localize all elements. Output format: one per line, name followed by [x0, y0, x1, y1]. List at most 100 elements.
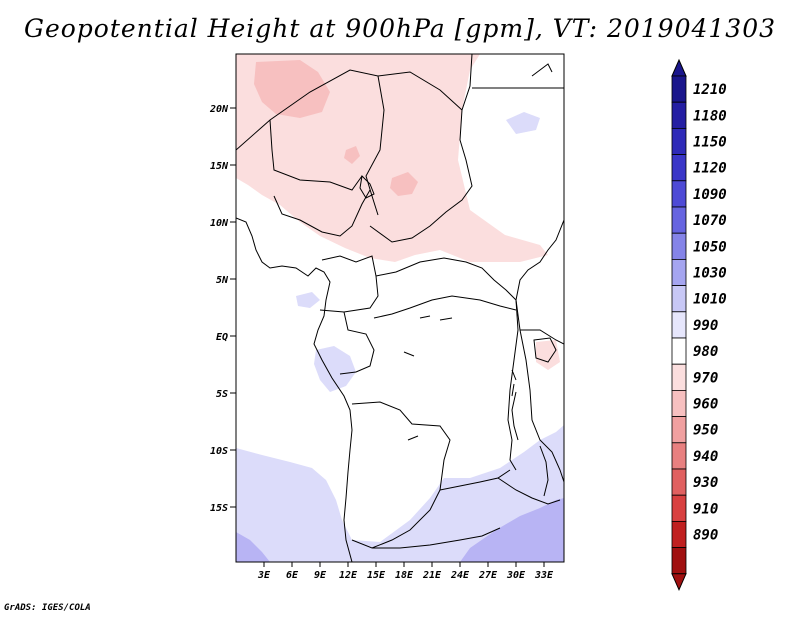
border-chad-car	[369, 54, 473, 243]
colorbar-segment	[671, 521, 687, 549]
lat-tick-label: 15S	[210, 503, 228, 514]
colorbar-label: 980	[693, 344, 718, 360]
lat-tick: 15S	[210, 503, 236, 514]
pink-blob-nw	[254, 60, 330, 118]
border-drc	[373, 295, 517, 319]
lon-tick: 21E	[422, 562, 442, 581]
lat-tick-label: 10N	[210, 218, 229, 229]
border-zambia	[351, 489, 441, 549]
colorbar-label: 890	[693, 528, 718, 544]
blue-region-se	[460, 498, 564, 562]
blue-patch-coast	[314, 346, 356, 392]
river-congo-marks	[403, 315, 453, 441]
lon-tick: 6E	[286, 562, 299, 581]
map-title: Geopotential Height at 900hPa [gpm], VT:…	[23, 14, 777, 43]
shaded-fields	[236, 54, 564, 562]
lake-chad	[359, 174, 375, 199]
colorbar-label: 1180	[693, 108, 727, 124]
lat-tick: 20N	[209, 104, 236, 115]
lon-tick: 3E	[257, 562, 271, 581]
lat-tick: EQ	[216, 332, 236, 343]
colorbar-segment	[671, 468, 687, 496]
colorbar-label: 960	[693, 397, 718, 413]
latitude-axis: 20N 15N 10N 5N EQ 5S 10S 15S	[209, 104, 236, 514]
border-angola	[351, 401, 511, 491]
colorbar-segment	[671, 154, 687, 182]
coastline-west-africa	[236, 217, 353, 562]
colorbar-label: 930	[693, 475, 718, 491]
border-south	[372, 527, 501, 549]
colorbar-segment	[671, 180, 687, 208]
colorbar-segment	[671, 389, 687, 417]
border-sahel	[236, 69, 463, 151]
lat-tick-label: 15N	[210, 161, 229, 172]
lon-tick-label: 18E	[395, 570, 414, 581]
red-sea-coast	[531, 63, 553, 77]
border-nigeria	[273, 189, 371, 237]
lake-malawi	[539, 445, 549, 497]
lon-tick-label: 30E	[506, 570, 526, 581]
border-niger-chad	[365, 75, 385, 216]
credit-text: GrADS: IGES/COLA	[4, 603, 91, 613]
map-frame	[235, 53, 565, 563]
borders	[236, 54, 564, 562]
blue-region-south	[236, 425, 564, 562]
colorbar-segment	[671, 311, 687, 339]
colorbar-over-triangle	[671, 58, 687, 77]
colorbar-segment	[671, 494, 687, 522]
lon-tick: 15E	[367, 562, 386, 581]
colorbar-segment	[671, 75, 687, 103]
longitude-axis: 3E 6E 9E 12E 15E 18E 21E 24E 27E 30E 33E	[257, 562, 554, 581]
pink-blob-small	[344, 146, 360, 164]
pink-blob-center	[390, 172, 418, 196]
lon-tick-label: 6E	[286, 570, 299, 581]
colorbar-label: 940	[693, 449, 718, 465]
colorbar-label: 1120	[693, 161, 727, 177]
border-lakes	[507, 299, 519, 471]
lon-tick: 27E	[478, 562, 498, 581]
colorbar-segment	[671, 337, 687, 365]
lon-tick-label: 12E	[339, 570, 358, 581]
lon-tick: 24E	[450, 562, 470, 581]
colorbar-label: 1070	[693, 213, 727, 229]
colorbar-label: 910	[693, 501, 718, 517]
lon-tick-label: 15E	[367, 570, 386, 581]
colorbar-segment	[671, 127, 687, 155]
colorbar-segment	[671, 547, 687, 575]
lake-kivu	[511, 369, 517, 397]
lon-tick: 18E	[395, 562, 414, 581]
lon-tick: 30E	[506, 562, 526, 581]
blue-patch-ne	[506, 112, 540, 134]
colorbar-label: 990	[693, 318, 718, 334]
lat-tick-label: EQ	[216, 332, 228, 343]
lat-tick: 10S	[210, 446, 236, 457]
colorbar-legend: 1210 1180 1150 1120 1090 1070 1050 1030 1010 990 9…	[671, 58, 727, 592]
lon-tick: 12E	[339, 562, 358, 581]
lon-tick-label: 24E	[450, 570, 470, 581]
border-mali-niger	[269, 119, 363, 191]
colorbar-segment	[671, 258, 687, 286]
colorbar-label: 1150	[693, 135, 727, 151]
colorbar-segment	[671, 416, 687, 444]
lat-tick-label: 10S	[210, 446, 228, 457]
colorbar-under-triangle	[671, 573, 687, 592]
lon-tick: 33E	[534, 562, 554, 581]
border-car-south	[375, 257, 517, 301]
blue-region-sw	[236, 532, 270, 562]
blue-patch-gulf	[296, 292, 320, 308]
colorbar-label: 1010	[693, 292, 727, 308]
colorbar-segment	[671, 206, 687, 234]
lat-tick: 10N	[210, 218, 236, 229]
lon-tick-label: 33E	[534, 570, 554, 581]
lon-tick-label: 9E	[314, 570, 327, 581]
colorbar-segment	[671, 285, 687, 313]
lat-tick-label: 5N	[216, 275, 229, 286]
lat-tick: 5S	[216, 389, 236, 400]
lon-tick-label: 3E	[257, 570, 271, 581]
colorbar-label: 1210	[693, 82, 727, 98]
lat-tick-label: 20N	[209, 104, 229, 115]
colorbar-label: 1030	[693, 266, 727, 282]
lake-victoria	[533, 337, 557, 363]
border-congo	[339, 311, 375, 375]
